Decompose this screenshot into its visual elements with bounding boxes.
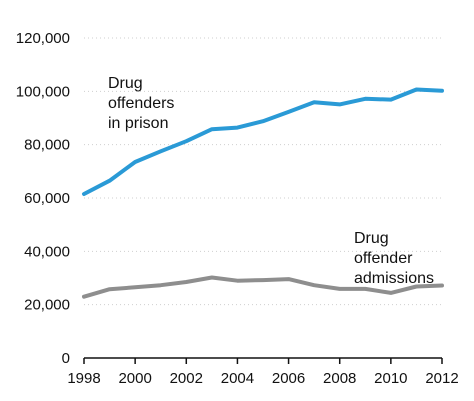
y-tick-label: 40,000 (24, 243, 70, 260)
x-tick-label: 2000 (118, 370, 151, 387)
series-label-0-line-1: offenders (108, 95, 174, 112)
series-label-1-line-2: admissions (354, 270, 434, 287)
x-tick-label: 2004 (221, 370, 254, 387)
y-tick-label: 20,000 (24, 297, 70, 314)
x-tick-label: 2006 (272, 370, 305, 387)
y-tick-label: 120,000 (16, 30, 70, 47)
x-tick-label: 1998 (67, 370, 100, 387)
series-annotations: Drug offenders in prison Drug offender admiss… (108, 75, 434, 287)
y-tick-label: 100,000 (16, 83, 70, 100)
series-label-1-line-1: offender (354, 250, 413, 267)
series-label-1-line-0: Drug (354, 230, 389, 247)
series-lines (82, 87, 444, 299)
y-tick-label: 80,000 (24, 137, 70, 154)
series-label-0-line-0: Drug (108, 75, 143, 92)
y-tick-label: 60,000 (24, 190, 70, 207)
x-tick-label: 2008 (323, 370, 356, 387)
x-tick-label: 2010 (374, 370, 407, 387)
x-tick-label: 2012 (425, 370, 458, 387)
series-label-0-line-2: in prison (108, 115, 168, 132)
axes: 0 20,000 40,000 60,000 80,000 100,000 120,000 1… (16, 30, 459, 387)
series-line-1 (82, 275, 444, 299)
series-line-0 (82, 87, 444, 196)
x-tick-label: 2002 (170, 370, 203, 387)
y-tick-label: 0 (62, 350, 70, 367)
